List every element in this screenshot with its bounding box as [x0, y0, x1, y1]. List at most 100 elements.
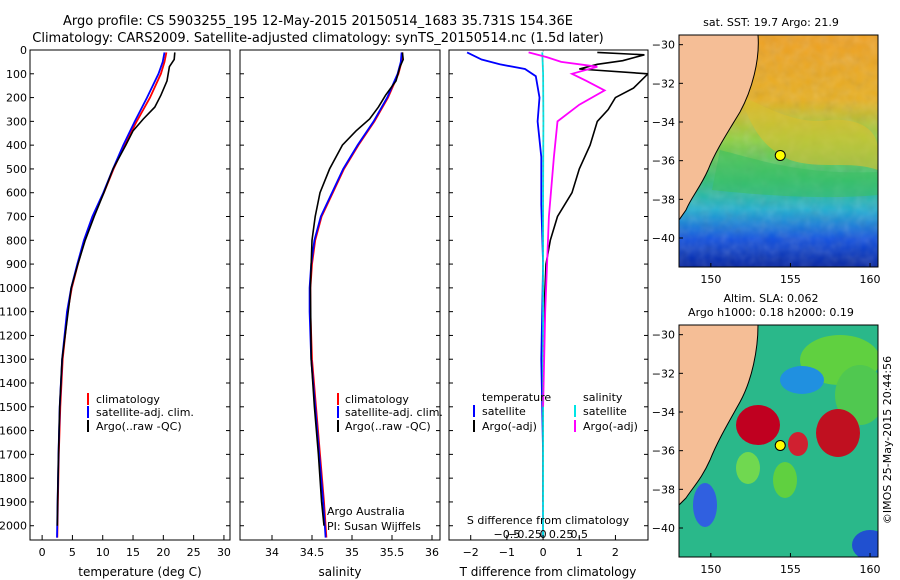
sla-argo-marker	[774, 439, 786, 451]
temperature-xtick-label: 10	[96, 546, 110, 559]
sla-map-title: Altim. SLA: 0.062	[723, 292, 818, 305]
difference-xtick-label: −1	[499, 546, 515, 559]
temperature-plot-frame	[29, 49, 231, 541]
temperature-xtick-label: 25	[187, 546, 201, 559]
depth-tick-label: 1400	[0, 377, 27, 390]
difference-x2label: S difference from climatology	[467, 514, 630, 527]
legend-label-climatology: climatology	[345, 393, 409, 406]
pi-label: PI: Susan Wijffels	[327, 520, 421, 533]
legend-label-argo: Argo(..raw -QC)	[96, 420, 182, 433]
salinity-xtick-label: 36	[425, 546, 439, 559]
sla-blue-eddy	[852, 530, 878, 557]
sla-map-lat-label: −38	[652, 483, 675, 496]
sst-map-lat-label: −38	[652, 193, 675, 206]
legend-label-sal-satellite: satellite	[583, 405, 627, 418]
salinity-diff-tick-label: 0.5	[571, 528, 589, 541]
series-satellite-adj-clim	[56, 52, 166, 538]
sst-argo-marker	[774, 149, 786, 161]
sst-map-lat-label: −30	[652, 39, 675, 52]
sst-map-lon-label: 155	[780, 273, 801, 286]
sst-map-lat-label: −40	[652, 232, 675, 245]
depth-tick-label: 1500	[0, 401, 27, 414]
salinity-diff-tick-label: −0.25	[508, 528, 542, 541]
temperature-xtick-label: 20	[156, 546, 170, 559]
sst-map-lat-label: −32	[652, 77, 675, 90]
depth-tick-label: 300	[6, 115, 27, 128]
temperature-xtick-label: 15	[126, 546, 140, 559]
legend-label-temp-satellite: satellite	[482, 405, 526, 418]
sla-red-eddy	[816, 409, 860, 457]
depth-tick-label: 400	[6, 139, 27, 152]
difference-xlabel: T difference from climatology	[459, 565, 637, 579]
sla-map-lat-label: −34	[652, 406, 675, 419]
salinity-xtick-label: 34	[265, 546, 279, 559]
difference-xtick-label: −2	[463, 546, 479, 559]
sla-map-lat-label: −32	[652, 367, 675, 380]
sst-map-lon-label: 160	[860, 273, 881, 286]
difference-xtick-label: 0	[540, 546, 547, 559]
sla-land	[679, 325, 759, 506]
difference-xtick-label: 2	[612, 546, 619, 559]
depth-tick-label: 1100	[0, 306, 27, 319]
sst-green-band	[712, 150, 878, 198]
legend-label-sal-argo: Argo(-adj)	[583, 420, 638, 433]
sla-map-panel: Altim. SLA: 0.062 Argo h1000: 0.18 h2000…	[652, 292, 881, 576]
sla-map-frame	[678, 324, 879, 558]
depth-tick-label: 1200	[0, 329, 27, 342]
series-satellite-adj-clim	[308, 52, 403, 538]
series-temperature-argo-adj	[542, 51, 648, 502]
temperature-xtick-label: 0	[39, 546, 46, 559]
depth-tick-label: 800	[6, 234, 27, 247]
sst-map-lat-label: −34	[652, 116, 675, 129]
argo-australia-label: Argo Australia	[327, 505, 405, 518]
sst-land	[679, 35, 759, 221]
temperature-panel: 0100200300400500600700800900100011001200…	[0, 44, 231, 579]
sst-map-panel: sat. SST: 19.7 Argo: 21.9 150 155 160 −30 −3…	[652, 16, 881, 286]
legend-title-temperature: temperature	[482, 391, 551, 404]
legend-label-climatology: climatology	[96, 393, 160, 406]
difference-plot-frame	[448, 49, 649, 541]
series-argo-raw-qc	[309, 52, 405, 526]
depth-tick-label: 700	[6, 211, 27, 224]
depth-tick-label: 100	[6, 68, 27, 81]
sla-blue-eddy	[780, 366, 824, 394]
temperature-xtick-label: 30	[217, 546, 231, 559]
series-climatology	[309, 52, 404, 538]
figure-title-line1: Argo profile: CS 5903255_195 12-May-2015…	[63, 14, 573, 29]
sla-map-lat-label: −30	[652, 329, 675, 342]
legend-label-satellite: satellite-adj. clim.	[96, 406, 194, 419]
salinity-xtick-label: 34.5	[300, 546, 325, 559]
temperature-diff-legend: temperature satellite Argo(-adj)	[473, 391, 551, 433]
salinity-diff-tick-label: −0.5	[494, 528, 521, 541]
salinity-diff-tick-label: 0	[540, 528, 547, 541]
salinity-diff-legend: salinity satellite Argo(-adj)	[574, 391, 638, 433]
credit-label: ©IMOS 25-May-2015 20:44:56	[881, 356, 894, 524]
sla-green-blob	[835, 365, 878, 425]
legend-label-argo: Argo(..raw -QC)	[345, 420, 431, 433]
legend-label-satellite: satellite-adj. clim.	[345, 406, 443, 419]
series-climatology	[56, 52, 168, 538]
sla-blue-eddy	[693, 483, 717, 527]
salinity-legend: climatology satellite-adj. clim. Argo(..…	[337, 393, 443, 433]
difference-xtick-label: 1	[576, 546, 583, 559]
sla-map-subtitle: Argo h1000: 0.18 h2000: 0.19	[688, 306, 854, 319]
temperature-xlabel: temperature (deg C)	[78, 565, 201, 579]
salinity-plot-frame	[239, 49, 441, 541]
sla-map-lat-label: −36	[652, 445, 675, 458]
salinity-xtick-label: 35.5	[380, 546, 405, 559]
salinity-xlabel: salinity	[318, 565, 361, 579]
figure-title-line2: Climatology: CARS2009. Satellite-adjuste…	[32, 31, 604, 46]
sst-warm-patch	[740, 95, 878, 170]
sla-map-lat-label: −40	[652, 522, 675, 535]
sst-map-title: sat. SST: 19.7 Argo: 21.9	[703, 16, 839, 29]
temperature-xtick-label: 5	[69, 546, 76, 559]
sla-map-lon-label: 150	[700, 563, 721, 576]
difference-panel: −2 −1 0 1 2 −0.5−0.250 0.250.5 S difference f…	[448, 49, 649, 579]
depth-tick-label: 1800	[0, 472, 27, 485]
depth-tick-label: 1700	[0, 448, 27, 461]
sst-map-lat-label: −36	[652, 155, 675, 168]
depth-tick-label: 0	[20, 44, 27, 57]
depth-tick-label: 900	[6, 258, 27, 271]
depth-tick-label: 1300	[0, 353, 27, 366]
